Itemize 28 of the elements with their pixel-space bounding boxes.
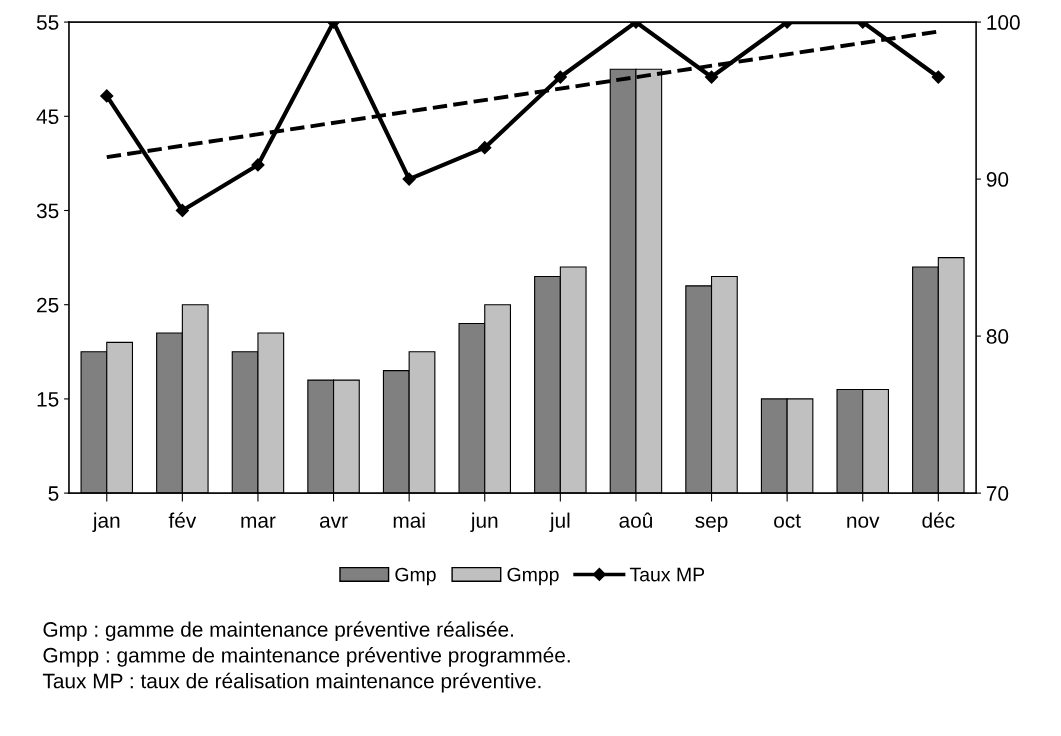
text: Gmpp : gamme de maintenance préventive programmée. <box>43 647 570 667</box>
x-tick-label: jul <box>549 512 570 532</box>
legend-label: Taux MP <box>629 567 705 582</box>
y-tick-label: 25 <box>37 297 59 313</box>
text: Taux MP : taux de réalisation maintenance préventive. <box>42 672 541 693</box>
x-tick-label: sep <box>695 516 728 532</box>
x-tick-label: déc <box>922 512 955 528</box>
x-tick-label: avr <box>319 516 348 528</box>
x-tick-label: mai <box>393 512 425 528</box>
y-tick-label: 45 <box>36 109 59 125</box>
y-tick-label: 55 <box>36 15 59 30</box>
x-tick-label: aoû <box>619 512 652 528</box>
x-tick-label: jun <box>470 512 498 532</box>
x-tick-label: nov <box>847 516 880 528</box>
y2-tick-label: 100 <box>987 15 1020 30</box>
x-tick-label: jan <box>92 512 120 532</box>
legend-label: Gmp <box>395 567 436 586</box>
legend-label: Gmpp <box>507 567 559 586</box>
y2-tick-label: 80 <box>986 329 1009 344</box>
x-tick-label: fév <box>168 512 197 528</box>
text: Gmp : gamme de maintenance préventive réalisée. <box>43 621 513 641</box>
x-tick-label: oct <box>774 514 801 528</box>
x-tick-label: mar <box>241 516 276 528</box>
y-tick-label: 5 <box>48 486 59 501</box>
y-tick-label: 35 <box>36 203 59 219</box>
y-tick-label: 15 <box>37 392 59 407</box>
y2-tick-label: 70 <box>986 486 1009 501</box>
y2-tick-label: 90 <box>986 172 1009 187</box>
